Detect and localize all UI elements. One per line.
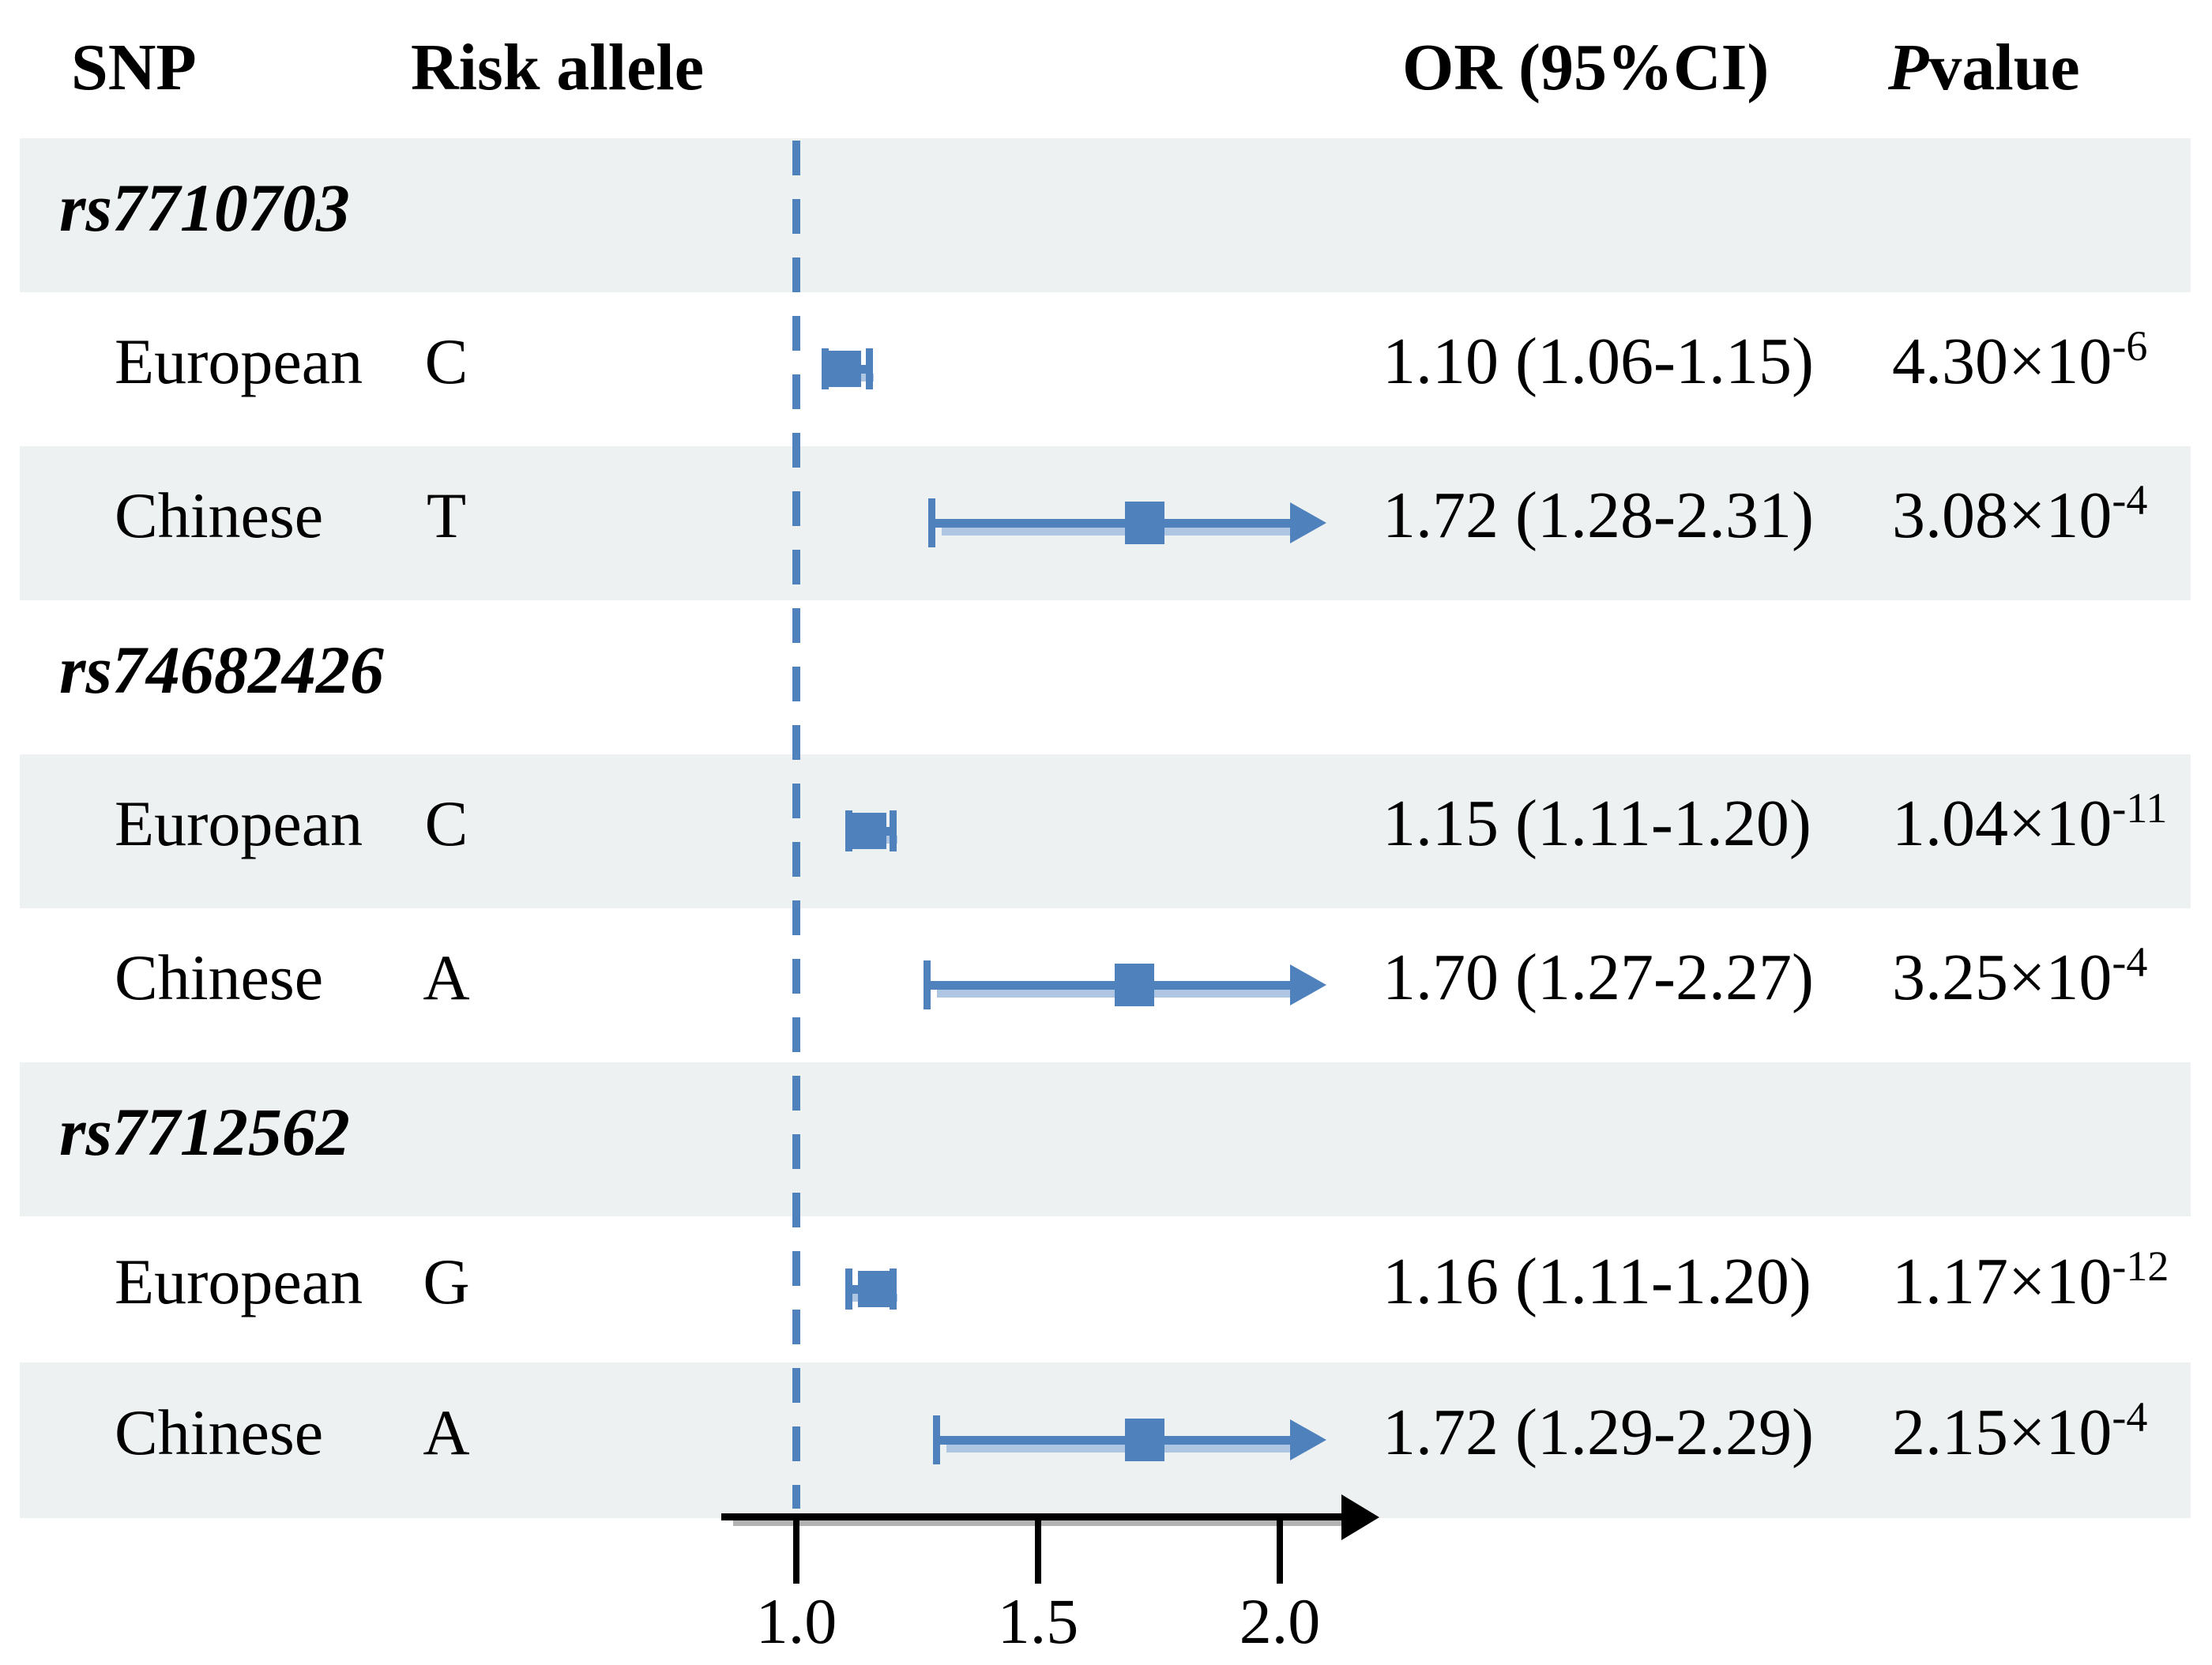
p-exponent: -4 <box>2112 476 2148 524</box>
risk-allele-value: G <box>423 1245 470 1317</box>
data-row: European C 1.10 (1.06-1.15) 4.30×10-6 <box>0 292 2212 446</box>
or-ci-value: 1.70 (1.27-2.27) <box>1382 941 1814 1014</box>
ci-whisker <box>931 519 1292 528</box>
or-ci-value: 1.72 (1.28-2.31) <box>1382 479 1814 552</box>
forest-row-marker <box>0 1362 2212 1518</box>
ci-whisker <box>936 1436 1292 1445</box>
ci-cap-high <box>890 810 897 851</box>
risk-allele-value: C <box>424 325 468 397</box>
column-header-risk-allele: Risk allele <box>411 30 704 104</box>
data-row: European C 1.15 (1.11-1.20) 1.04×10-11 <box>0 754 2212 908</box>
forest-row-marker <box>0 908 2212 1062</box>
ci-arrowhead-icon <box>1290 502 1326 543</box>
or-point-square <box>829 351 861 387</box>
x-axis-tick <box>1277 1520 1283 1584</box>
or-ci-value: 1.16 (1.11-1.20) <box>1382 1245 1811 1318</box>
or-point-square <box>852 813 886 849</box>
column-header-p-value: P value <box>1888 30 2080 104</box>
x-axis-tick-label: 1.5 <box>997 1585 1079 1657</box>
row-stripe <box>20 754 2191 908</box>
population-label: Chinese <box>115 479 324 551</box>
p-value: 3.25×10-4 <box>1892 938 2148 1014</box>
population-label: Chinese <box>115 941 324 1013</box>
p-value: 4.30×10-6 <box>1892 322 2148 398</box>
data-row: Chinese A 1.72 (1.29-2.29) 2.15×10-4 <box>0 1362 2212 1518</box>
p-value: 1.04×10-11 <box>1892 784 2168 860</box>
x-axis-tick-label: 2.0 <box>1239 1585 1321 1657</box>
p-exponent: -6 <box>2112 322 2148 370</box>
p-exponent: -11 <box>2112 784 2168 832</box>
ci-cap-low <box>845 1268 852 1310</box>
or-point-square <box>1125 1419 1164 1461</box>
risk-allele-value: T <box>426 479 467 551</box>
or-point-square <box>1125 502 1164 544</box>
ci-whisker <box>927 981 1292 990</box>
x-axis-tick <box>793 1520 799 1584</box>
forest-row-marker <box>0 292 2212 446</box>
snp-label: rs7710703 <box>59 169 350 246</box>
population-label: European <box>115 325 363 397</box>
snp-group-row: rs7712562 <box>0 1062 2212 1216</box>
ci-cap-low <box>928 498 935 547</box>
x-axis-arrowhead-icon <box>1341 1494 1379 1540</box>
x-axis-line <box>721 1513 1345 1520</box>
ci-cap-high <box>890 1268 897 1310</box>
or-ci-value: 1.10 (1.06-1.15) <box>1382 325 1814 398</box>
p-exponent: -4 <box>2112 1393 2148 1441</box>
risk-allele-value: A <box>423 1396 470 1468</box>
snp-label: rs74682426 <box>59 631 384 708</box>
p-exponent: -12 <box>2112 1242 2169 1290</box>
population-label: European <box>115 787 363 859</box>
risk-allele-value: A <box>423 941 470 1013</box>
x-axis-tick-label: 1.0 <box>755 1585 837 1657</box>
or-ci-value: 1.15 (1.11-1.20) <box>1382 787 1811 860</box>
data-row: Chinese T 1.72 (1.28-2.31) 3.08×10-4 <box>0 446 2212 600</box>
x-axis-tick <box>1035 1520 1041 1584</box>
ci-cap-low <box>924 960 931 1009</box>
ci-cap-low <box>933 1415 940 1464</box>
column-header-or-ci: OR (95%CI) <box>1402 30 1770 104</box>
data-row: European G 1.16 (1.11-1.20) 1.17×10-12 <box>0 1216 2212 1362</box>
row-stripe <box>20 138 2191 292</box>
reference-line-or-1 <box>792 141 800 1509</box>
p-value: 2.15×10-4 <box>1892 1393 2148 1469</box>
population-label: Chinese <box>115 1396 324 1468</box>
row-stripe <box>20 1062 2191 1216</box>
p-value: 3.08×10-4 <box>1892 476 2148 552</box>
p-exponent: -4 <box>2112 938 2148 986</box>
forest-row-marker <box>0 446 2212 600</box>
population-label: European <box>115 1245 363 1317</box>
ci-arrowhead-icon <box>1290 964 1326 1005</box>
or-point-square <box>858 1271 890 1307</box>
snp-label: rs7712562 <box>59 1093 350 1170</box>
column-header-snp: SNP <box>71 30 197 104</box>
forest-row-marker <box>0 1216 2212 1362</box>
ci-shadow <box>942 528 1294 536</box>
data-row: Chinese A 1.70 (1.27-2.27) 3.25×10-4 <box>0 908 2212 1062</box>
forest-row-marker <box>0 754 2212 908</box>
snp-group-row: rs74682426 <box>0 600 2212 754</box>
risk-allele-value: C <box>424 787 468 859</box>
ci-cap-low <box>845 810 852 851</box>
or-point-square <box>1115 964 1154 1006</box>
snp-group-row: rs7710703 <box>0 138 2212 292</box>
or-ci-value: 1.72 (1.29-2.29) <box>1382 1396 1814 1469</box>
ci-arrowhead-icon <box>1290 1419 1326 1460</box>
ci-cap-low <box>822 348 829 389</box>
x-axis-shadow <box>733 1520 1364 1526</box>
ci-cap-high <box>866 348 873 389</box>
ci-shadow <box>946 1445 1294 1453</box>
p-value: 1.17×10-12 <box>1892 1242 2169 1318</box>
